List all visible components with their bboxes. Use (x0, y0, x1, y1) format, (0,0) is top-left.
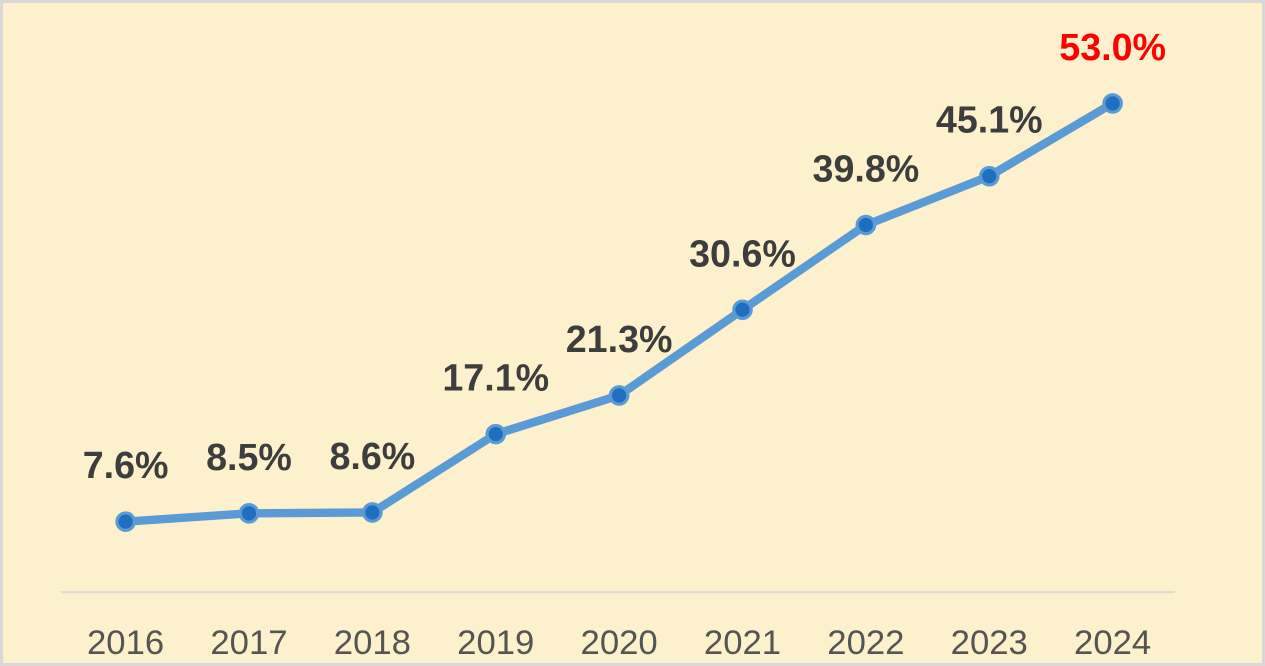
x-axis-tick-2019: 2019 (457, 624, 534, 662)
x-axis-tick-2024: 2024 (1074, 624, 1151, 662)
x-axis-tick-2023: 2023 (951, 624, 1028, 662)
data-point-2016 (115, 511, 136, 532)
data-label-2016: 7.6% (83, 444, 169, 486)
data-point-2024 (1102, 93, 1123, 114)
data-label-2023: 45.1% (936, 99, 1043, 141)
data-point-2021 (732, 299, 753, 321)
data-label-2021: 30.6% (689, 232, 796, 274)
data-label-2017: 8.5% (206, 436, 292, 478)
x-axis-tick-2020: 2020 (581, 624, 658, 662)
data-point-2017 (238, 503, 260, 524)
data-point-2018 (362, 502, 383, 523)
data-label-2024: 53.0% (1059, 26, 1166, 68)
x-axis-tick-2018: 2018 (334, 624, 411, 662)
data-label-2019: 17.1% (442, 357, 549, 399)
line-chart: 7.6% 8.5% 8.6% 17.1% 21.3% 30.6% 39.8% 45.1% 53.… (61, 26, 1176, 662)
data-label-2018: 8.6% (329, 435, 415, 477)
data-label-2022: 39.8% (813, 148, 920, 190)
data-point-2020 (608, 385, 630, 406)
x-axis-tick-2017: 2017 (210, 624, 287, 662)
data-label-2020: 21.3% (566, 318, 673, 360)
x-axis-tick-2016: 2016 (87, 624, 164, 662)
data-point-2022 (855, 214, 877, 236)
x-axis-tick-2021: 2021 (704, 624, 781, 662)
data-point-2019 (485, 423, 507, 445)
data-point-2023 (978, 165, 1000, 187)
x-axis-tick-2022: 2022 (827, 624, 904, 662)
